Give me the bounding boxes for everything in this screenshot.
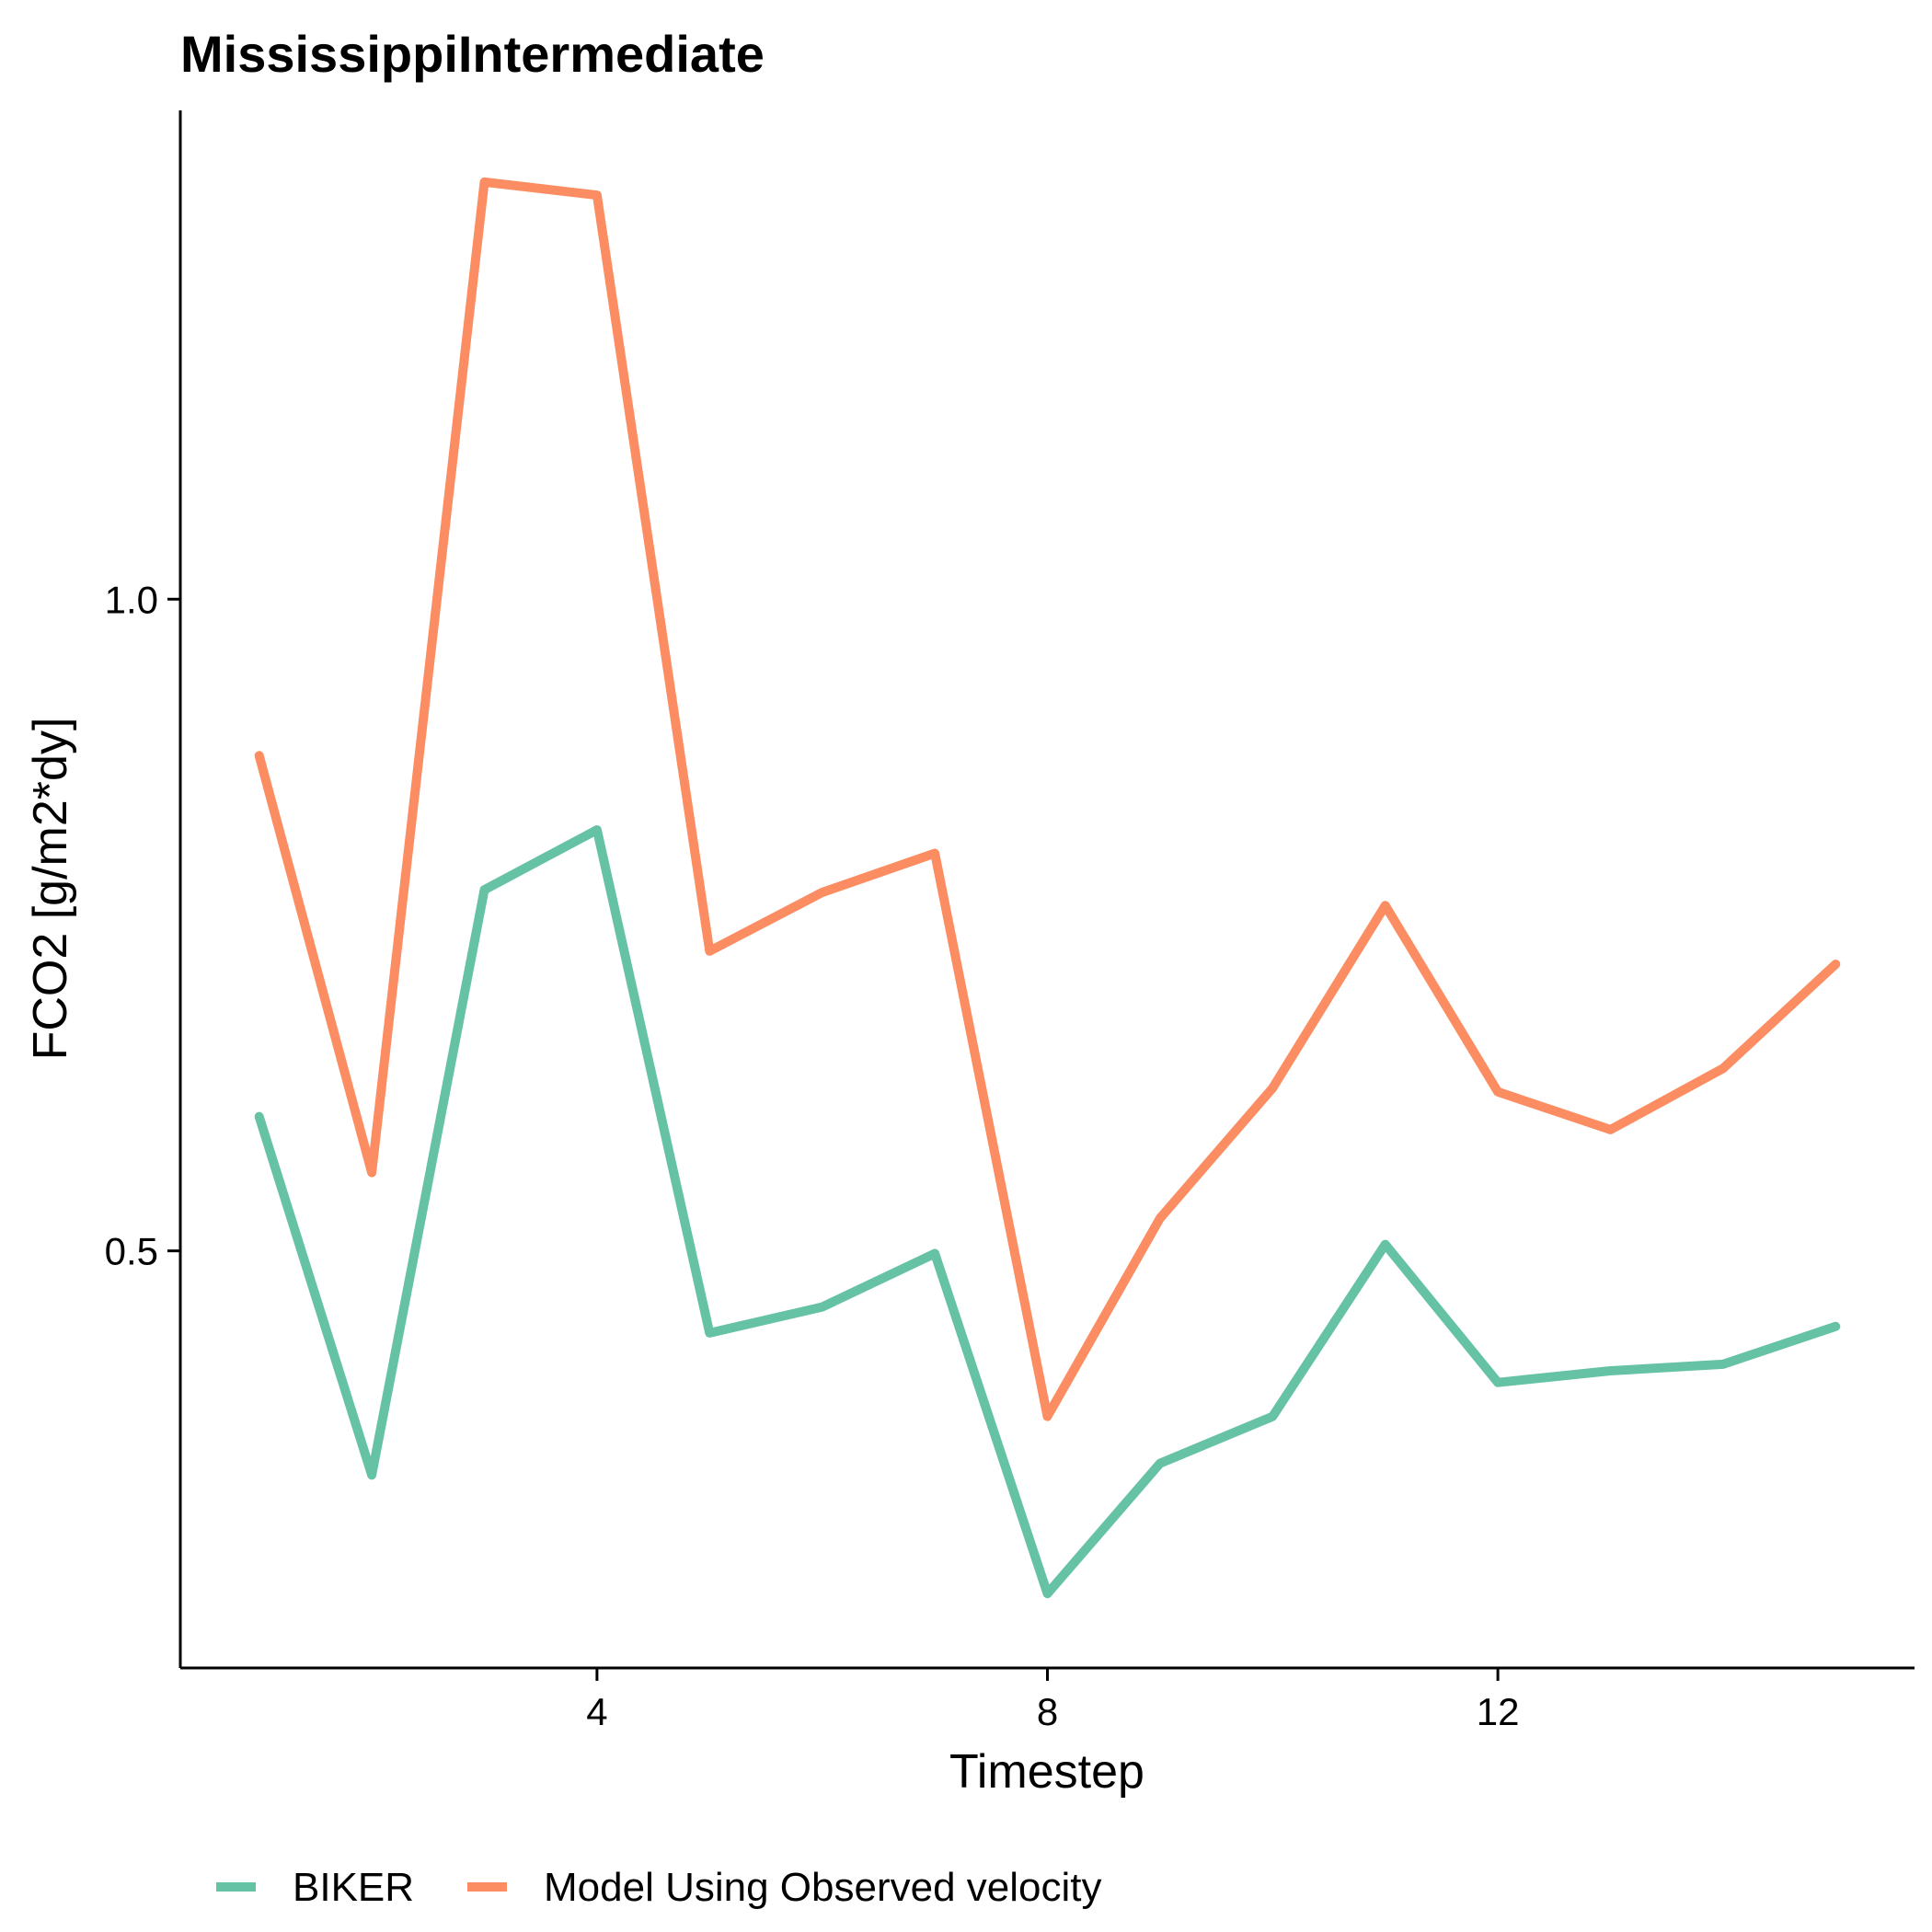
x-axis-title: Timestep [949,1745,1144,1799]
plot-area: 4 8 12 0.5 1.0 [105,110,1915,1733]
legend-label-model: Model Using Observed velocity [544,1865,1101,1910]
series-group [254,177,1841,1599]
x-axis-ticks: 4 8 12 [586,1668,1519,1733]
series-line-model-observed-velocity [254,177,1841,1421]
chart-title: MississippiIntermediate [180,25,765,83]
y-axis-title: FCO2 [g/m2*dy] [24,718,77,1061]
legend: BIKER Model Using Observed velocity [216,1865,1101,1910]
x-tick-label: 12 [1477,1690,1520,1733]
legend-label-biker: BIKER [293,1865,414,1910]
y-tick-label: 1.0 [105,578,158,621]
series-line-biker [254,825,1841,1599]
y-tick-label: 0.5 [105,1230,158,1273]
y-axis-ticks: 0.5 1.0 [105,578,180,1273]
x-tick-label: 4 [586,1690,607,1733]
x-tick-label: 8 [1037,1690,1058,1733]
